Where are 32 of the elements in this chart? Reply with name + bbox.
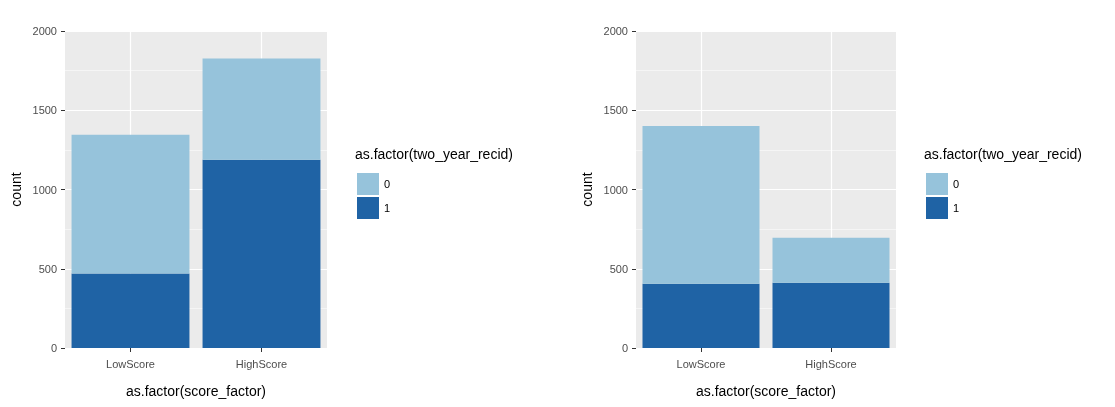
legend-label: 0 — [384, 178, 391, 190]
y-tick-label: 2000 — [603, 25, 628, 37]
legend-title: as.factor(two_year_recid) — [924, 146, 1082, 162]
legend-label: 0 — [953, 178, 960, 190]
bar — [772, 237, 890, 283]
y-tick-label: 1500 — [603, 104, 628, 117]
legend-title: as.factor(two_year_recid) — [355, 146, 513, 162]
bar — [71, 134, 190, 274]
y-tick-label: 0 — [50, 342, 57, 354]
bar — [71, 273, 190, 348]
x-axis-title: as.factor(score_factor) — [695, 383, 837, 399]
y-tick-label: 1000 — [32, 183, 57, 196]
bar — [642, 125, 760, 284]
x-tick-label: LowScore — [676, 357, 726, 370]
bar — [202, 159, 321, 348]
legend-label: 1 — [953, 202, 960, 214]
y-tick-label: 1000 — [603, 183, 628, 196]
y-axis-title: count — [8, 172, 24, 207]
x-axis-title: as.factor(score_factor) — [125, 383, 267, 399]
y-axis-title: count — [579, 172, 595, 207]
x-tick-label: HighScore — [235, 357, 288, 370]
y-tick-label: 2000 — [32, 25, 57, 37]
y-tick-label: 500 — [38, 262, 57, 275]
bar — [642, 283, 760, 348]
x-tick-label: LowScore — [106, 357, 155, 370]
y-tick-label: 500 — [609, 262, 628, 275]
legend-label: 1 — [384, 202, 391, 214]
y-tick-label: 1500 — [32, 104, 57, 117]
y-tick-label: 0 — [621, 342, 628, 354]
bar — [772, 282, 890, 348]
bar — [202, 58, 321, 160]
x-tick-label: HighScore — [805, 357, 857, 370]
